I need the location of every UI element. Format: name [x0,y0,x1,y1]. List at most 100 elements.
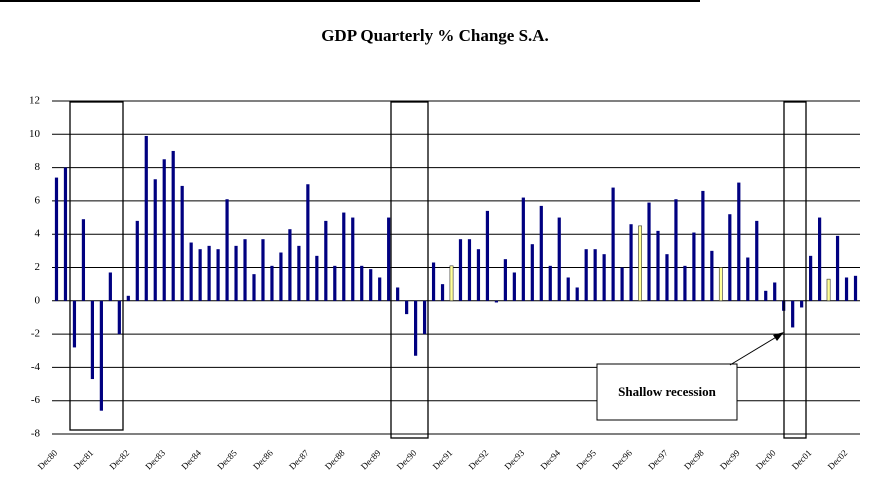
bar [718,267,723,302]
bar [270,265,274,301]
recession-box [69,101,124,431]
arrow-head [773,332,784,341]
annotation-box [596,363,738,421]
bar [108,272,112,301]
bar [683,265,687,301]
bar [405,300,409,315]
annotation: Shallow recession [618,384,716,399]
bar [746,257,750,301]
bar [557,217,561,301]
bar [844,277,849,301]
x-tick-label: Dec82 [107,448,131,472]
bar [449,265,454,302]
x-tick-label: Dec80 [36,447,60,471]
bar [243,239,247,301]
bar [692,232,696,301]
bar [351,217,355,301]
bar [791,300,795,328]
bar [728,214,732,301]
x-tick-label: Dec99 [718,447,742,471]
x-tick-label: Dec95 [574,447,598,471]
bar [225,199,229,301]
bar [333,265,337,301]
bar [387,217,391,301]
bar [216,249,220,301]
bar [764,290,768,301]
x-tick-label: Dec96 [610,447,634,471]
bar [198,249,202,301]
bar [126,295,130,301]
bar [737,182,741,301]
y-tick-label: 2 [35,261,41,273]
x-tick-label: Dec91 [431,448,455,472]
x-tick-label: Dec97 [646,447,670,471]
bar [144,135,148,301]
bar [710,250,714,301]
bar [818,217,822,301]
y-tick-label: -4 [31,361,41,373]
bar [207,245,211,301]
annotation-arrow [729,335,779,366]
bar [826,278,831,302]
bar [306,184,310,301]
x-tick-label: Dec87 [287,447,311,471]
x-tick-label: Dec00 [754,447,778,471]
x-tick-label: Dec86 [251,447,275,471]
x-tick-label: Dec01 [790,448,814,472]
bar [414,300,418,356]
bar [90,300,94,380]
bar [440,284,445,301]
bar [494,300,498,303]
bar [135,220,139,301]
bar [602,254,606,301]
y-tick-label: 4 [35,228,41,240]
bar [476,249,481,301]
bar [369,269,373,301]
x-tick-label: Dec93 [503,447,527,471]
x-tick-label: Dec81 [72,448,96,472]
bar [566,277,570,301]
bar [620,267,624,301]
bar [171,150,175,301]
y-tick-label: -2 [31,328,40,340]
bar [261,239,265,301]
bar [279,252,283,301]
bar [800,300,804,308]
y-tick-label: -6 [31,394,41,406]
bar [315,255,319,301]
bar [431,262,436,301]
bar [189,242,193,301]
bar [485,210,490,301]
bar [252,274,256,301]
bar [162,159,166,301]
bar [593,249,597,301]
bar [503,259,507,301]
x-tick-label: Dec89 [359,447,383,471]
bar [647,202,651,301]
bar [611,187,615,301]
x-tick-label: Dec85 [215,447,239,471]
bar [584,249,588,301]
bar [521,197,525,301]
x-tick-label: Dec98 [682,447,706,471]
bar [835,235,840,301]
bar [853,275,858,301]
bar [674,199,678,301]
bar [63,167,68,301]
bar [54,177,59,301]
bar [324,220,328,301]
plot: -8 -6 -4 -2 0 2 4 6 8 10 12 Dec80 Dec81 Dec82 Dec83 Dec… [29,95,860,472]
bar [180,185,184,301]
bar [153,179,157,301]
x-tick-label: Dec92 [467,448,491,472]
bar [72,300,77,348]
bar [378,277,382,301]
bar [81,219,86,301]
bar [297,245,301,301]
x-tick-label: Dec02 [826,448,850,472]
bar [530,244,534,301]
bar [656,230,660,301]
bar [638,225,642,302]
bar [396,287,400,301]
